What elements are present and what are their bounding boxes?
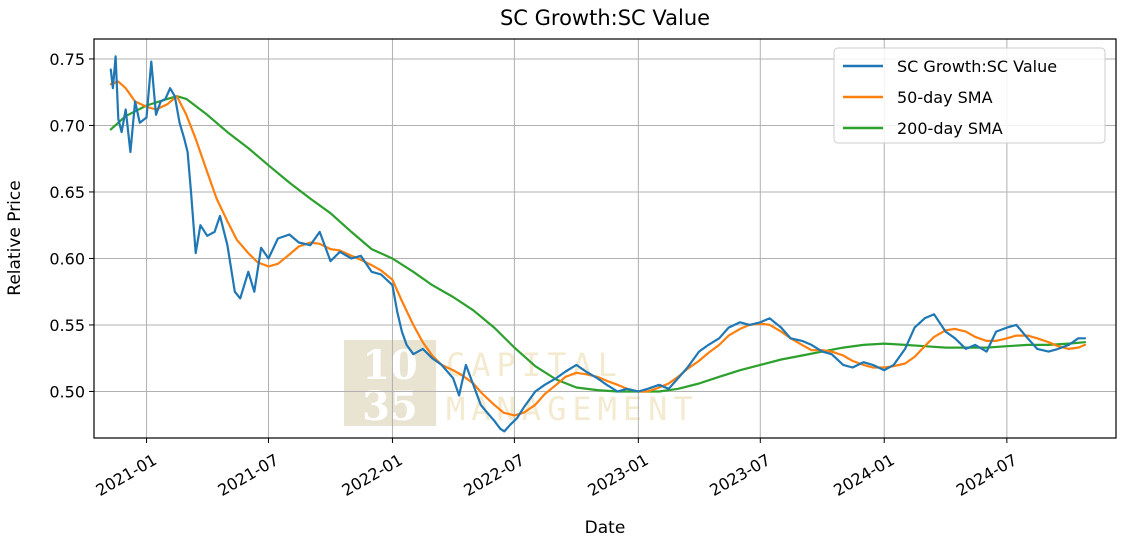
legend: SC Growth:SC Value 50-day SMA 200-day SMA <box>833 47 1106 144</box>
y-tick-label: 0.70 <box>49 116 85 135</box>
chart-title: SC Growth:SC Value <box>500 6 710 30</box>
axes-frame <box>93 38 1117 439</box>
y-tick-label: 0.50 <box>49 382 85 401</box>
watermark-text-line2: MANAGEMENT <box>446 390 699 428</box>
x-tick-label: 2024-07 <box>953 450 1020 500</box>
x-tick-label: 2021-01 <box>93 450 160 500</box>
watermark-box-line2: 35 <box>362 383 418 430</box>
y-tick-label: 0.55 <box>49 316 85 335</box>
x-tick-label: 2021-07 <box>214 450 281 500</box>
watermark: 10 35 CAPITAL MANAGEMENT <box>344 340 699 430</box>
y-tick-label: 0.65 <box>49 183 85 202</box>
x-tick-label: 2023-07 <box>706 450 773 500</box>
x-tick-label: 2023-01 <box>584 450 651 500</box>
series-lines <box>109 55 1087 433</box>
x-axis-title: Date <box>585 518 626 538</box>
series-line-50-day-sma <box>109 80 1087 417</box>
legend-label: SC Growth:SC Value <box>897 57 1057 76</box>
y-tick-label: 0.60 <box>49 249 85 268</box>
watermark-text-line1: CAPITAL <box>446 346 623 384</box>
y-tick-label: 0.75 <box>49 50 85 69</box>
grid <box>94 39 1116 438</box>
legend-box <box>833 47 1106 144</box>
x-tick-label: 2024-01 <box>830 450 897 500</box>
series-line-200-day-sma <box>109 95 1087 393</box>
y-axis-title: Relative Price <box>5 180 25 295</box>
legend-label: 50-day SMA <box>897 88 993 107</box>
legend-label: 200-day SMA <box>897 119 1003 138</box>
watermark-box-line1: 10 <box>362 342 418 389</box>
x-tick-label: 2022-07 <box>460 450 527 500</box>
x-tick-label: 2022-01 <box>338 450 405 500</box>
watermark-box <box>344 340 436 426</box>
series-line-sc-growth-sc-value <box>109 55 1087 433</box>
